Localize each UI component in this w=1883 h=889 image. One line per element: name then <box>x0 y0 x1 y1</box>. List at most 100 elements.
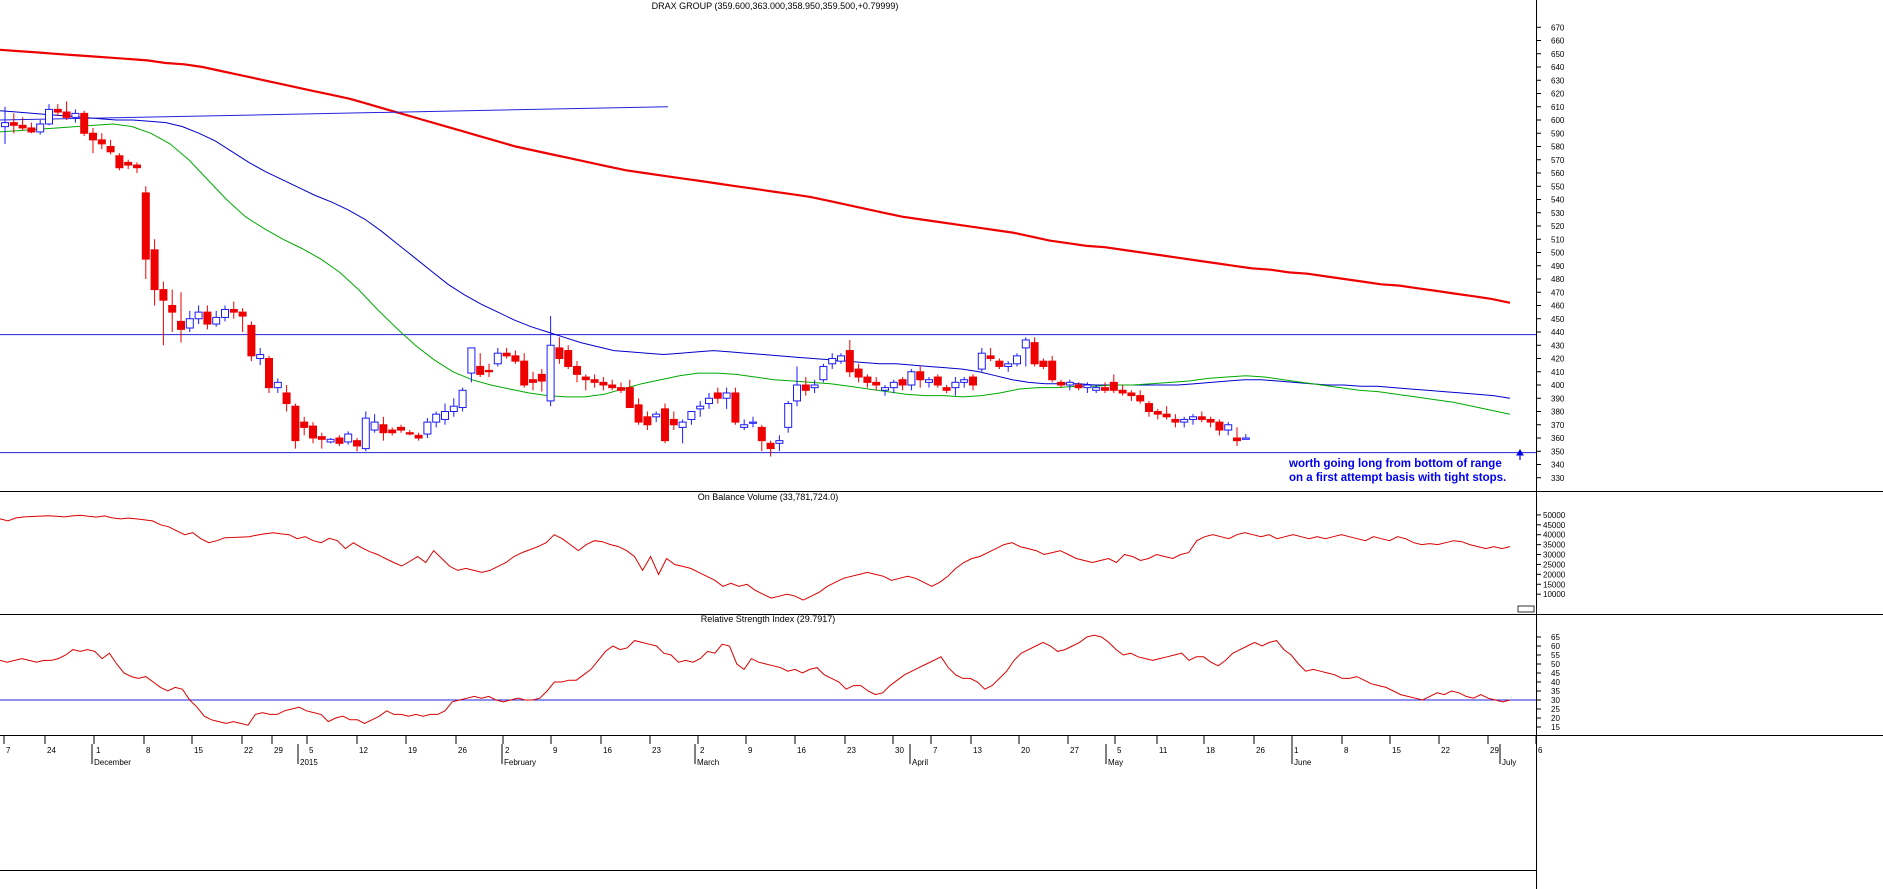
x-tick-label: 8 <box>146 746 151 755</box>
candle <box>1065 379 1074 391</box>
price-tick-label: 370 <box>1551 421 1565 430</box>
candle <box>27 122 36 134</box>
rsi-series-line <box>0 634 1511 726</box>
candle <box>449 398 458 417</box>
candle <box>18 117 27 131</box>
price-title: DRAX GROUP (359.600,363.000,358.950,359.… <box>652 1 899 11</box>
candle <box>643 411 652 431</box>
candle <box>1083 382 1092 393</box>
candles <box>1 101 1250 457</box>
price-tick-label: 520 <box>1551 222 1565 231</box>
candle <box>150 239 159 306</box>
x-tick-label: 23 <box>652 746 661 755</box>
x-tick-label: 23 <box>847 746 856 755</box>
candle <box>889 379 898 393</box>
x-tick-label: 29 <box>274 746 283 755</box>
candle <box>97 133 106 150</box>
rsi-tick-label: 55 <box>1551 651 1560 660</box>
month-label: May <box>1108 758 1123 767</box>
candle <box>854 363 863 383</box>
candle <box>1013 353 1021 367</box>
annotation-line-2: on a first attempt basis with tight stop… <box>1289 472 1506 484</box>
candle <box>845 339 854 378</box>
rsi-tick-label: 60 <box>1551 642 1560 651</box>
candle <box>731 387 740 425</box>
candle <box>1224 422 1233 436</box>
candle <box>546 316 555 407</box>
price-tick-label: 360 <box>1551 434 1565 443</box>
candle <box>801 377 810 396</box>
candle <box>960 377 969 388</box>
candle <box>1101 382 1109 393</box>
annotation-line-1: worth going long from bottom of range <box>1288 458 1502 470</box>
candle <box>71 109 80 123</box>
candle <box>837 353 845 364</box>
candle <box>793 366 801 407</box>
candle <box>476 353 485 378</box>
price-tick-label: 490 <box>1551 262 1565 271</box>
candle <box>590 374 599 388</box>
candle <box>749 416 757 428</box>
obv-tick-label: 50000 <box>1543 511 1566 520</box>
x-axis: 7 24 1 8 15 22 29 5 12 19 26 2 9 16 23 2 9 16 23 30 7 13 20 27 5… <box>3 736 1543 767</box>
candle <box>361 411 370 452</box>
price-tick-label: 600 <box>1551 116 1565 125</box>
x-tick-label: 7 <box>6 746 11 755</box>
month-label: March <box>697 758 719 767</box>
price-tick-label: 450 <box>1551 315 1565 324</box>
candle <box>1004 361 1013 372</box>
price-tick-label: 610 <box>1551 103 1565 112</box>
candle <box>379 416 388 441</box>
candle <box>185 310 194 332</box>
price-tick-label: 510 <box>1551 235 1565 244</box>
moving-average-line <box>0 110 1511 399</box>
obv-series-line <box>0 514 1511 601</box>
candle <box>933 374 942 388</box>
candle <box>1171 414 1180 428</box>
candle <box>467 347 476 383</box>
price-tick-label: 580 <box>1551 143 1565 152</box>
rsi-panel: Relative Strength Index (29.7917) 152025… <box>0 614 1560 732</box>
moving-average-line <box>0 123 1511 415</box>
candle <box>652 411 661 423</box>
x-tick-label: 18 <box>1206 746 1215 755</box>
candle <box>282 385 291 412</box>
price-tick-label: 650 <box>1551 50 1565 59</box>
price-tick-label: 480 <box>1551 275 1565 284</box>
candle <box>1039 358 1048 370</box>
candle <box>1057 379 1065 388</box>
candle <box>485 363 493 378</box>
x-tick-label: 5 <box>1117 746 1122 755</box>
candle <box>1021 337 1030 367</box>
candle <box>1189 414 1197 425</box>
candle <box>1127 390 1136 401</box>
price-tick-label: 670 <box>1551 23 1565 32</box>
candle <box>353 438 361 452</box>
rsi-tick-label: 20 <box>1551 714 1560 723</box>
candle <box>1 106 9 144</box>
x-tick-label: 1 <box>96 746 101 755</box>
candle <box>916 366 925 388</box>
candle <box>696 400 705 417</box>
candle <box>1074 382 1083 391</box>
price-tick-label: 470 <box>1551 288 1565 297</box>
candle <box>458 387 467 412</box>
x-tick-label: 15 <box>1392 746 1401 755</box>
candle <box>388 427 397 436</box>
x-tick-label: 6 <box>1538 746 1543 755</box>
candle <box>581 374 590 391</box>
candle <box>159 281 168 346</box>
candle <box>62 101 71 120</box>
rsi-tick-label: 50 <box>1551 660 1560 669</box>
price-tick-label: 590 <box>1551 129 1565 138</box>
candle <box>766 440 775 457</box>
candle <box>309 422 317 444</box>
candle <box>1241 434 1250 440</box>
candle <box>106 139 115 155</box>
x-tick-label: 15 <box>194 746 203 755</box>
price-horizontal-lines <box>0 334 1536 454</box>
x-tick-label: 29 <box>1490 746 1499 755</box>
x-tick-label: 19 <box>408 746 417 755</box>
candle <box>414 432 423 441</box>
